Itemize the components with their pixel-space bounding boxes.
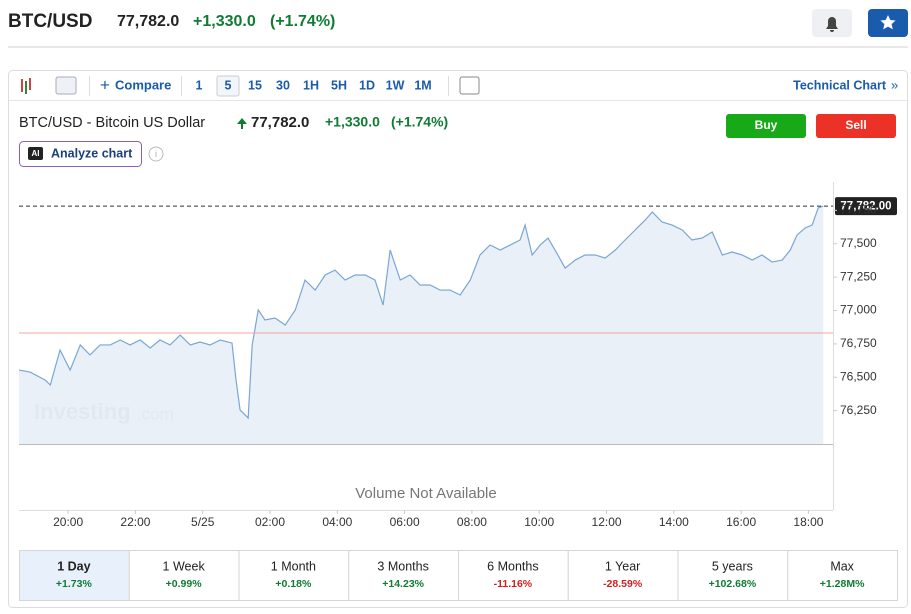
period-cell[interactable] [19, 550, 130, 601]
analyze-button[interactable] [19, 141, 142, 167]
period-change: +1.28M% [820, 578, 865, 590]
x-tick-label: 08:00 [457, 515, 487, 529]
change-pct: (+1.74%) [270, 13, 335, 30]
sell-button[interactable] [816, 114, 896, 138]
symbol: BTC/USD [8, 11, 92, 32]
compare[interactable]: Compare [115, 77, 171, 92]
period-change: +1.73% [56, 578, 93, 590]
last-value-label: 77,782.00 [840, 201, 891, 213]
x-tick-label: 02:00 [255, 515, 285, 529]
interval[interactable]: 1D [359, 78, 375, 92]
x-tick-label: 12:00 [592, 515, 622, 529]
period-change: -28.59% [603, 578, 643, 590]
period-label: 6 Months [487, 559, 538, 573]
x-tick-label: 22:00 [120, 515, 150, 529]
period-label: 1 Month [271, 559, 316, 573]
period-label: 1 Week [163, 559, 206, 573]
y-tick-label: 77,000 [840, 303, 877, 317]
sell-label: Sell [845, 118, 866, 132]
price: 77,782.0 [117, 13, 179, 30]
y-tick-label: 76,500 [840, 369, 877, 383]
period-cell[interactable] [787, 550, 898, 601]
period-label: 3 Months [377, 559, 428, 573]
period-cell[interactable] [567, 550, 679, 601]
buy-label: Buy [755, 118, 778, 132]
separator [8, 46, 908, 48]
info-icon[interactable] [148, 146, 164, 162]
interval[interactable]: 1W [386, 78, 405, 92]
period-cell[interactable] [128, 550, 240, 601]
x-tick-label: 5/25 [191, 515, 215, 529]
area-icon[interactable] [55, 76, 77, 95]
period-label: 5 years [712, 559, 753, 573]
y-tick-label: 77,250 [840, 269, 877, 283]
ai-badge: AI [32, 149, 40, 158]
period-change: +102.68% [709, 578, 757, 590]
x-tick-label: 10:00 [524, 515, 554, 529]
x-tick-label: 06:00 [390, 515, 420, 529]
change: +1,330.0 [193, 13, 256, 30]
buy-button[interactable] [726, 114, 806, 138]
instrument-name: BTC/USD - Bitcoin US Dollar [19, 115, 205, 131]
interval[interactable]: 5H [331, 78, 347, 92]
interval[interactable]: 1H [303, 78, 319, 92]
bell-icon [826, 17, 838, 32]
interval[interactable]: 15 [248, 78, 262, 92]
y-tick-label: 77,500 [840, 236, 877, 250]
interval-selected [216, 75, 240, 97]
table-icon[interactable] [459, 76, 480, 95]
chevron: » [891, 77, 898, 92]
period-cell[interactable] [677, 550, 789, 601]
interval[interactable]: 1 [196, 78, 203, 92]
y-tick-label: 77,750 [840, 203, 877, 217]
volume-note: Volume Not Available [355, 485, 496, 502]
star-icon [880, 15, 896, 30]
x-tick-label: 14:00 [659, 515, 689, 529]
period-label: Max [830, 559, 854, 573]
period-cell[interactable] [458, 550, 569, 601]
x-tick-label: 20:00 [53, 515, 83, 529]
last-value-box [835, 197, 897, 216]
area [19, 206, 824, 444]
period-label: 1 Year [605, 559, 640, 573]
ai-badge-bg [28, 147, 43, 160]
x-tick-label: 16:00 [726, 515, 756, 529]
period-cell[interactable] [348, 550, 459, 601]
x-tick-label: 04:00 [322, 515, 352, 529]
y-tick-label: 76,250 [840, 403, 877, 417]
quote-change: +1,330.0 [325, 114, 380, 130]
quote-price: 77,782.0 [251, 114, 309, 131]
period-change: +0.99% [166, 578, 203, 590]
period-cell[interactable] [238, 550, 350, 601]
interval[interactable]: 1M [414, 78, 431, 92]
period-change: +0.18% [275, 578, 312, 590]
interval[interactable]: 5 [225, 78, 232, 92]
period-change: +14.23% [382, 578, 424, 590]
y-tick-label: 76,750 [840, 336, 877, 350]
price-line [18, 205, 824, 420]
x-tick-label: 18:00 [793, 515, 823, 529]
interval[interactable]: 30 [276, 78, 290, 92]
period-change: -11.16% [494, 578, 533, 590]
analyze-label: Analyze chart [51, 146, 133, 160]
up-arrow [237, 118, 247, 129]
technical-chart[interactable]: Technical Chart [793, 78, 887, 92]
info-i: i [155, 149, 157, 159]
quote-change-pct: (+1.74%) [391, 114, 448, 130]
period-label: 1 Day [57, 559, 90, 573]
plus-icon: + [100, 75, 110, 94]
candle-icon [21, 78, 31, 92]
